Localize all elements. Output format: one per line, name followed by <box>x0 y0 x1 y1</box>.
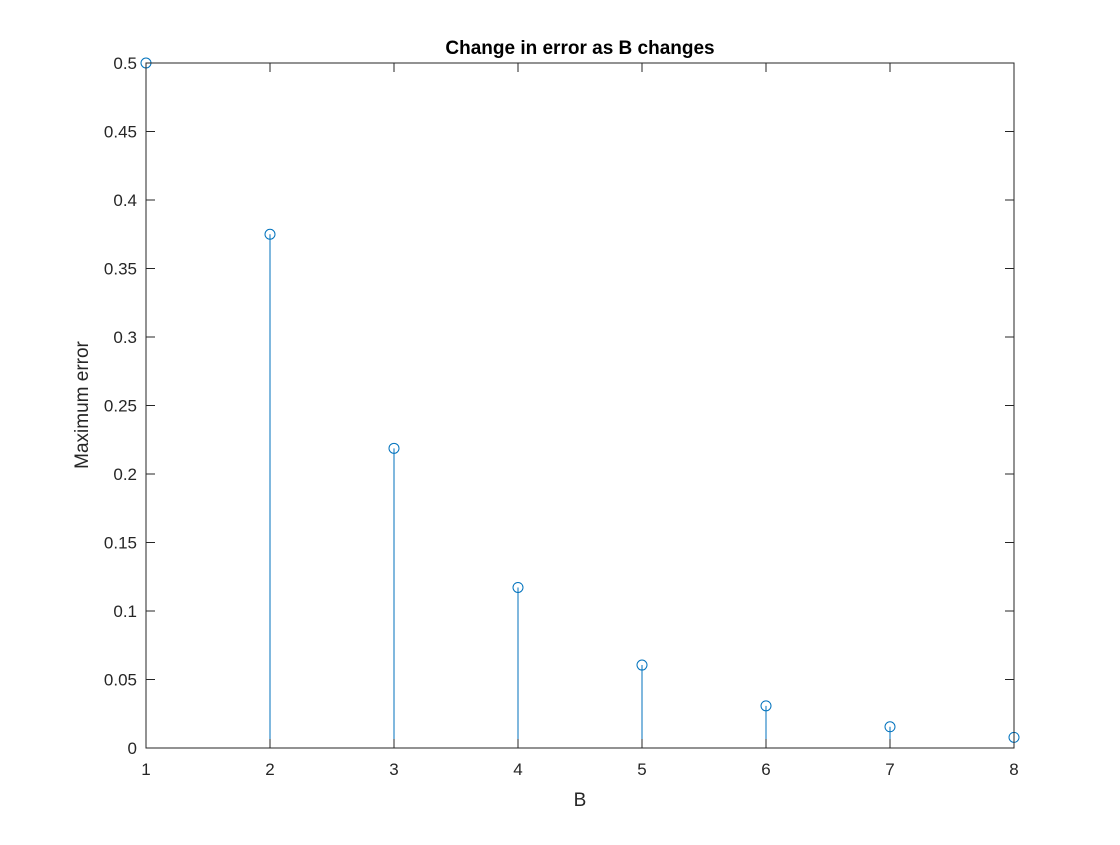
x-tick-label: 7 <box>885 760 894 779</box>
chart-title: Change in error as B changes <box>445 38 714 59</box>
y-tick-label: 0.35 <box>104 260 137 279</box>
y-tick-label: 0.3 <box>113 328 137 347</box>
plot-background <box>146 63 1014 748</box>
stem-marker <box>512 581 524 593</box>
x-tick-label: 1 <box>141 760 150 779</box>
y-tick-label: 0.4 <box>113 191 137 210</box>
plot-frame <box>145 62 1015 749</box>
stem-marker <box>388 442 400 454</box>
y-tick-label: 0 <box>128 739 137 758</box>
stem-marker <box>884 721 896 733</box>
x-tick-label: 3 <box>389 760 398 779</box>
y-axis-label: Maximum error <box>72 340 93 468</box>
x-tick-label: 2 <box>265 760 274 779</box>
x-tick-label: 4 <box>513 760 522 779</box>
y-tick-label: 0.15 <box>104 534 137 553</box>
x-tick-label: 5 <box>637 760 646 779</box>
y-tick-label: 0.5 <box>113 54 137 73</box>
y-tick-label: 0.2 <box>113 465 137 484</box>
stem-marker <box>636 659 648 671</box>
ticks-layer: 1 2 3 4 5 6 7 8 0 0.05 0.1 0.15 0.2 0.25 0.3 0.35 0.4 0.4… <box>104 54 1019 779</box>
x-axis-label: B <box>574 790 587 811</box>
y-tick-label: 0.25 <box>104 397 137 416</box>
x-tick-label: 8 <box>1009 760 1018 779</box>
y-tick-label: 0.05 <box>104 671 137 690</box>
y-tick-label: 0.45 <box>104 123 137 142</box>
stem-marker <box>760 700 772 712</box>
y-tick-label: 0.1 <box>113 602 137 621</box>
stem-marker <box>264 228 276 240</box>
x-tick-label: 6 <box>761 760 770 779</box>
